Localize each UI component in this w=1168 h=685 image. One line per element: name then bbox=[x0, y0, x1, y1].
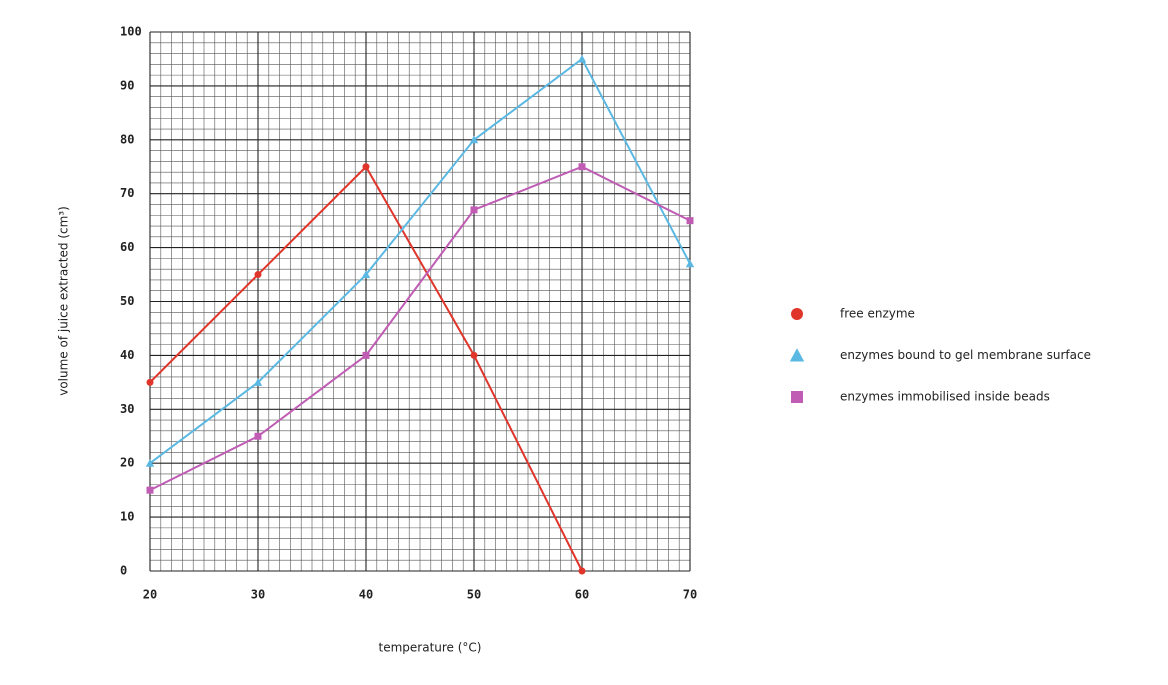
data-point bbox=[578, 163, 586, 171]
data-point bbox=[470, 351, 478, 359]
data-point bbox=[361, 270, 371, 279]
x-tick-label: 70 bbox=[683, 588, 697, 602]
data-point bbox=[685, 259, 695, 268]
y-tick-label: 100 bbox=[120, 25, 142, 39]
y-tick-label: 0 bbox=[120, 564, 127, 578]
x-tick-label: 40 bbox=[359, 588, 373, 602]
x-tick-label: 20 bbox=[143, 588, 157, 602]
x-tick-label: 60 bbox=[575, 588, 589, 602]
y-tick-label: 30 bbox=[120, 402, 134, 416]
y-tick-label: 70 bbox=[120, 186, 134, 200]
data-point bbox=[577, 54, 587, 63]
data-point bbox=[470, 206, 478, 214]
data-point bbox=[146, 486, 154, 494]
y-tick-label: 10 bbox=[120, 510, 134, 524]
x-axis-label: temperature (°C) bbox=[379, 641, 482, 655]
data-point bbox=[254, 271, 262, 279]
legend-marker bbox=[791, 308, 803, 320]
y-tick-label: 60 bbox=[120, 240, 134, 254]
y-tick-label: 80 bbox=[120, 132, 134, 146]
data-point bbox=[146, 378, 154, 386]
series-line bbox=[149, 57, 691, 465]
y-tick-label: 40 bbox=[120, 348, 134, 362]
y-tick-label: 20 bbox=[120, 456, 134, 470]
y-tick-label: 90 bbox=[120, 78, 134, 92]
data-point bbox=[686, 217, 694, 225]
data-point bbox=[254, 432, 262, 440]
data-point bbox=[469, 135, 479, 144]
data-point bbox=[362, 163, 370, 171]
data-point bbox=[145, 459, 155, 467]
legend-label: free enzyme bbox=[840, 307, 915, 321]
data-point bbox=[578, 567, 586, 575]
data-point bbox=[253, 378, 263, 386]
x-tick-label: 30 bbox=[251, 588, 265, 602]
legend-label: enzymes bound to gel membrane surface bbox=[840, 348, 1091, 362]
legend-label: enzymes immobilised inside beads bbox=[840, 390, 1050, 404]
legend-marker bbox=[791, 391, 803, 403]
data-point bbox=[362, 351, 370, 359]
legend-marker bbox=[789, 348, 805, 362]
y-axis-label: volume of juice extracted (cm³) bbox=[57, 206, 71, 396]
series-line bbox=[149, 165, 691, 492]
y-tick-label: 50 bbox=[120, 294, 134, 308]
x-tick-label: 50 bbox=[467, 588, 481, 602]
